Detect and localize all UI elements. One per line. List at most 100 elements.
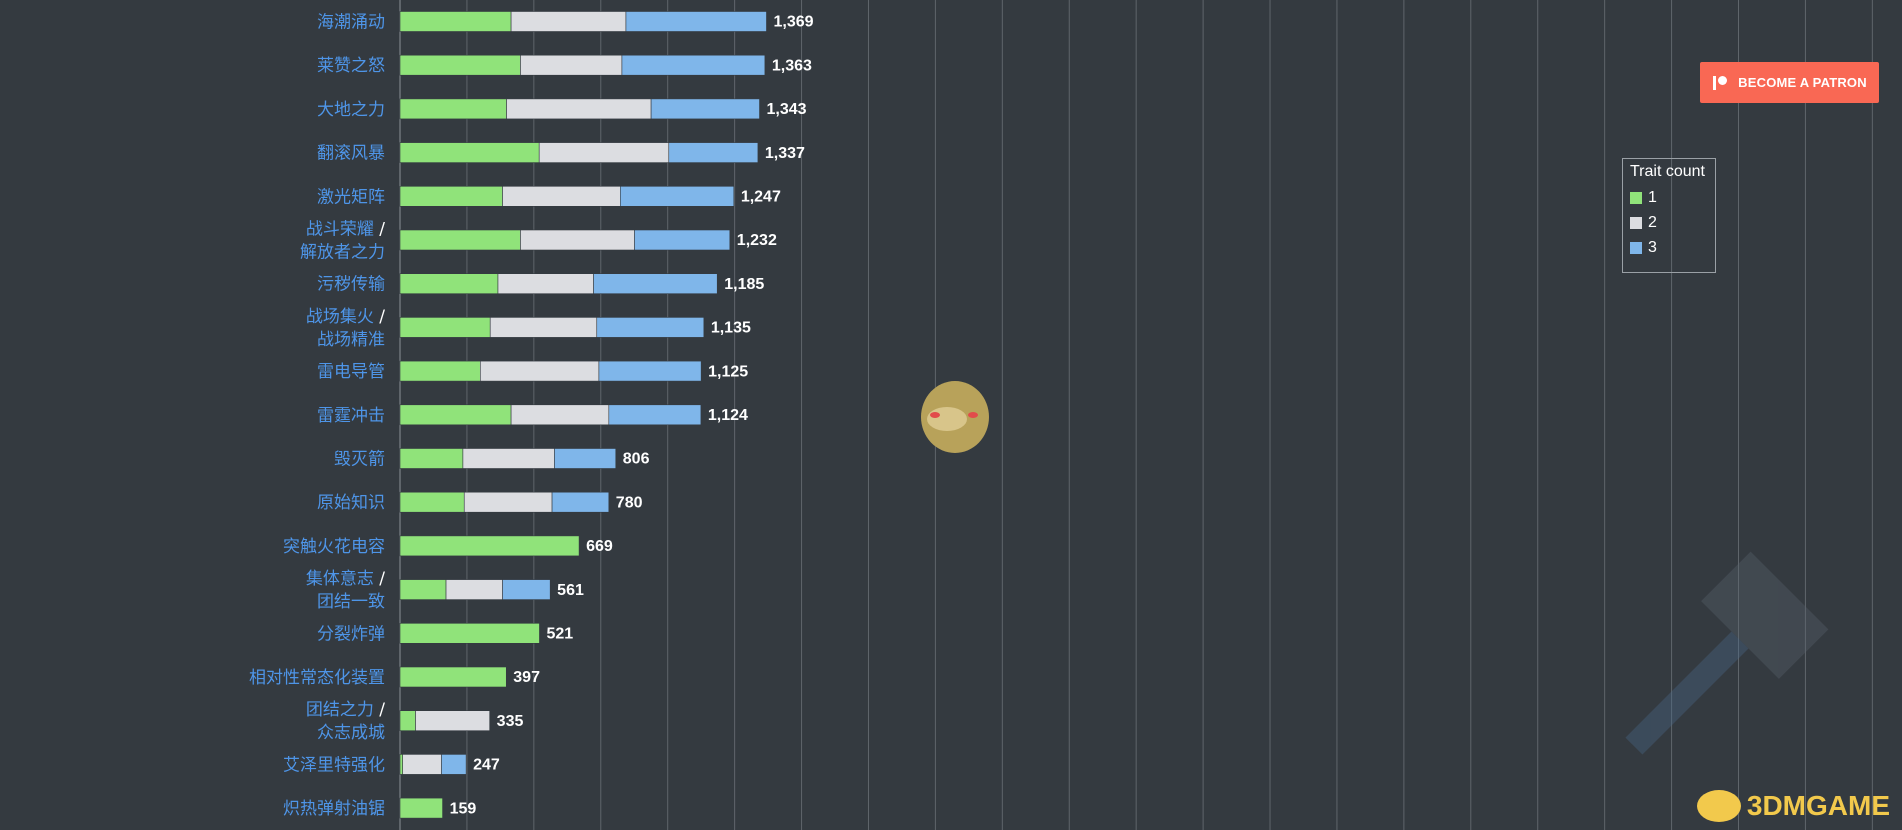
category-label: 污秽传输: [317, 275, 385, 295]
bar-total-label: 1,343: [767, 101, 807, 118]
bar-segment-3: [621, 54, 766, 76]
bar-segment-3: [441, 754, 467, 775]
bar-segment-3: [650, 98, 760, 120]
bar-total-label: 521: [546, 626, 573, 643]
category-label: 原始知识: [317, 493, 385, 513]
bar-total-label: 1,124: [708, 407, 748, 424]
legend: Trait count 1 2 3: [1622, 158, 1716, 273]
category-label: 突触火花电容: [283, 537, 385, 557]
legend-swatch-3: [1630, 241, 1642, 254]
category-label: 翻滚风暴: [317, 144, 385, 164]
bar-segment-1: [399, 317, 491, 338]
bar-segment-1: [399, 622, 540, 644]
bar-total-label: 1,369: [773, 14, 813, 31]
bar-segment-2: [497, 273, 594, 295]
bar-segment-3: [554, 448, 617, 469]
bar-segment-1: [399, 186, 503, 207]
bar-total-label: 397: [513, 669, 540, 686]
bar-segment-1: [399, 448, 464, 469]
bar-segment-1: [399, 535, 580, 557]
category-label: 团结之力 /: [306, 700, 385, 720]
category-label: 战场集火 /: [306, 307, 385, 327]
bar-segment-3: [625, 11, 767, 32]
bar-segment-2: [445, 579, 503, 600]
bar-segment-2: [489, 317, 598, 338]
bar-segment-2: [520, 229, 635, 251]
hammer-icon: [1625, 551, 1829, 755]
legend-label-1: 1: [1648, 188, 1657, 206]
bar-total-label: 159: [450, 800, 477, 817]
bar-segment-2: [402, 754, 442, 775]
bar-segment-2: [506, 98, 652, 120]
category-label: 艾泽里特强化: [283, 755, 385, 775]
category-label: 分裂炸弹: [317, 624, 385, 644]
bar-total-label: 1,125: [708, 363, 748, 380]
category-label: 炽热弹射油锯: [283, 799, 385, 819]
bar-total-label: 780: [616, 494, 643, 511]
become-patron-label: BECOME A PATRON: [1738, 75, 1867, 90]
legend-item-1: 1: [1630, 185, 1708, 210]
bar-total-label: 1,363: [772, 57, 812, 74]
category-label: 雷霆冲击: [317, 406, 385, 426]
watermark: 3DMGAME: [1696, 790, 1890, 822]
bar-segment-3: [608, 404, 702, 426]
bar-segment-3: [551, 491, 610, 513]
category-label: 激光矩阵: [317, 187, 385, 207]
legend-swatch-1: [1630, 191, 1642, 204]
legend-item-3: 3: [1630, 235, 1708, 260]
bar-total-label: 806: [623, 451, 650, 468]
bar-total-label: 561: [557, 582, 584, 599]
legend-item-2: 2: [1630, 210, 1708, 235]
bar-segment-2: [520, 54, 623, 76]
category-label: 解放者之力: [300, 243, 385, 263]
watermark-text: 3DMGAME: [1746, 790, 1890, 821]
legend-title: Trait count: [1630, 163, 1705, 180]
bar-segment-1: [399, 491, 465, 513]
category-label: 莱赞之怒: [317, 56, 385, 76]
category-label: 战斗荣耀 /: [306, 220, 385, 240]
bar-total-label: 1,185: [724, 276, 764, 293]
bar-segment-1: [399, 404, 512, 426]
bar-segment-1: [399, 142, 540, 163]
become-patron-button[interactable]: BECOME A PATRON: [1700, 62, 1879, 103]
bar-segment-1: [399, 273, 499, 295]
bar-segment-2: [480, 360, 600, 382]
bar-segment-3: [620, 186, 735, 207]
bar-segment-1: [399, 666, 507, 688]
category-label: 众志成城: [317, 723, 385, 743]
bar-segment-3: [596, 317, 705, 338]
bar-segment-3: [598, 360, 702, 382]
category-label: 雷电导管: [317, 362, 385, 382]
category-label: 团结一致: [317, 592, 385, 612]
category-label: 战场精准: [317, 330, 385, 350]
category-label: 相对性常态化装置: [249, 668, 385, 688]
bar-segment-2: [462, 448, 555, 469]
mascot-icon: [921, 381, 989, 453]
bar-segment-2: [463, 491, 553, 513]
bar-segment-1: [399, 710, 416, 732]
bar-total-label: 1,232: [737, 232, 777, 249]
bar-segment-1: [399, 360, 481, 382]
legend-swatch-2: [1630, 216, 1642, 229]
bar-segment-3: [668, 142, 759, 163]
legend-label-2: 2: [1648, 213, 1657, 231]
bar-total-label: 1,135: [711, 320, 751, 337]
bar-segment-1: [399, 579, 447, 600]
category-label: 集体意志 /: [306, 569, 385, 589]
category-label: 毁灭箭: [334, 450, 385, 470]
bar-segment-2: [538, 142, 670, 163]
legend-label-3: 3: [1648, 238, 1657, 256]
bars: 1,369 海潮涌动 1,363 莱赞之怒 1,343 大地之力 1,337 翻滚风暴 1,24…: [249, 11, 814, 819]
bar-segment-3: [634, 229, 731, 251]
category-label: 海潮涌动: [317, 13, 385, 33]
mascot-icon: [1696, 790, 1741, 822]
bar-total-label: 247: [473, 757, 500, 774]
bar-total-label: 669: [586, 538, 613, 555]
bar-segment-3: [593, 273, 718, 295]
bar-segment-3: [502, 579, 551, 600]
bar-segment-1: [399, 98, 507, 120]
bar-segment-2: [502, 186, 621, 207]
patreon-icon: [1712, 75, 1728, 91]
gridlines: [399, 0, 1873, 830]
